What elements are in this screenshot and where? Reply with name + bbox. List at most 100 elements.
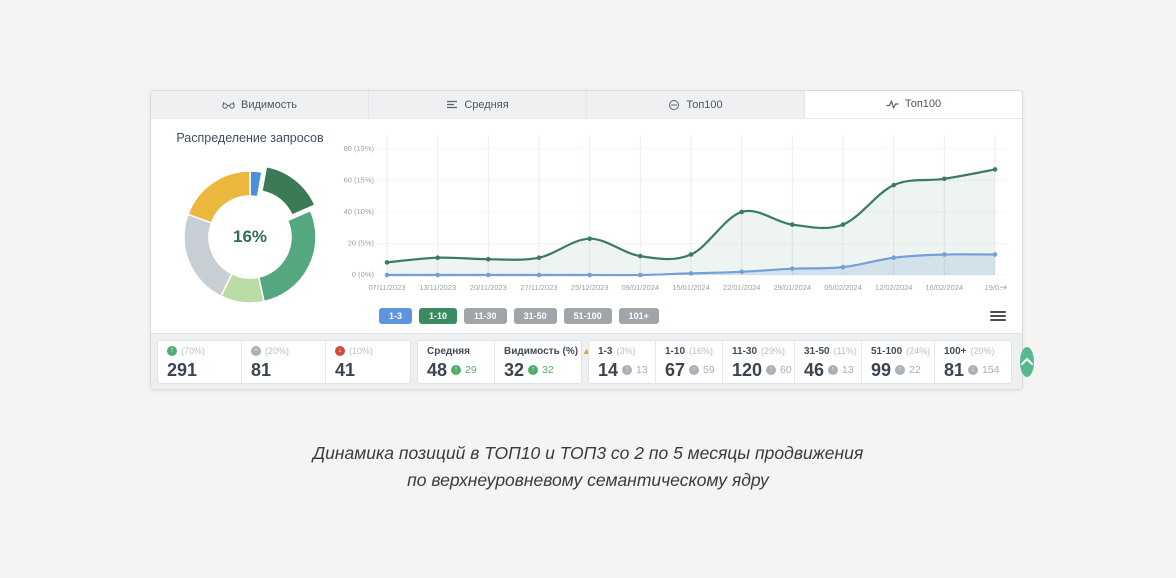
stat-value: 41	[335, 359, 356, 380]
svg-text:25/12/2023: 25/12/2023	[571, 283, 609, 292]
tab-label: Видимость	[241, 98, 297, 111]
chevron-up-icon	[1020, 354, 1034, 369]
summary-card: ↑ (70%) 291 – (20%) 81 ↓ (10%) 41	[157, 339, 411, 384]
metrics-card: Средняя 48 ↑ 29 Видимость (%) ▲ 32 ↑ 32	[417, 339, 591, 384]
svg-text:15/01/2024: 15/01/2024	[672, 283, 710, 292]
up-circle-icon: ↑	[451, 364, 462, 375]
svg-text:07/11/2023: 07/11/2023	[369, 283, 406, 292]
stat-value: 48	[427, 359, 448, 380]
svg-text:16/02/2024: 16/02/2024	[926, 283, 964, 292]
stat-pos-11-30[interactable]: 11-30 (29%) 120 ↑ 60	[723, 340, 795, 383]
stat-pos-31-50[interactable]: 31-50 (11%) 46 ↑ 13	[795, 340, 862, 383]
tab-top100[interactable]: Топ100	[587, 91, 805, 118]
stat-delta: 32	[542, 363, 554, 376]
svg-text:22/01/2024: 22/01/2024	[723, 283, 761, 292]
query-distribution-section: Распределение запросов 16%	[157, 123, 343, 335]
positions-card: 1-3 (3%) 14 ↑ 13 1-10 (16%) 67 ↑ 59 11-3…	[588, 339, 1012, 384]
stat-label: Видимость (%)	[504, 345, 579, 357]
stats-bar: ↑ (70%) 291 – (20%) 81 ↓ (10%) 41 С	[151, 333, 1034, 389]
caption-line-1: Динамика позиций в ТОП10 и ТОП3 со 2 по …	[312, 443, 864, 463]
stat-delta: 154	[982, 363, 1000, 376]
svg-text:20 (5%): 20 (5%)	[348, 238, 375, 247]
stat-pct: (10%)	[349, 345, 374, 356]
stat-delta: 13	[842, 363, 854, 376]
donut-chart: 16%	[172, 159, 328, 315]
line-chart: 0 (0%) 20 (5%) 40 (10%) 60 (15%) 80 (19%) 07/…	[344, 135, 1009, 293]
up-circle-icon: ↑	[167, 345, 177, 356]
tab-label: Средняя	[464, 98, 509, 111]
donut-svg	[183, 165, 317, 304]
legend-button-31-50[interactable]: 31-50	[513, 308, 557, 324]
chart-menu-icon[interactable]	[990, 311, 1006, 321]
legend-button-101+[interactable]: 101+	[618, 308, 659, 324]
tab-label: Топ100	[686, 98, 723, 111]
figure-caption: Динамика позиций в ТОП10 и ТОП3 со 2 по …	[0, 440, 1176, 494]
stat-value: 81	[251, 359, 272, 380]
stat-average-position[interactable]: Средняя 48 ↑ 29	[418, 340, 495, 383]
tab-average[interactable]: Средняя	[369, 91, 587, 118]
warning-icon: ▲	[582, 345, 591, 356]
stat-value: 14	[598, 359, 619, 380]
stat-label: 1-10	[665, 345, 686, 357]
stat-pct: (20%)	[970, 346, 995, 356]
up-circle-icon: ↑	[766, 364, 777, 375]
stat-label: 100+	[944, 345, 967, 357]
stat-pos-51-100[interactable]: 51-100 (24%) 99 ↑ 22	[862, 340, 935, 383]
svg-text:80 (19%): 80 (19%)	[344, 144, 375, 153]
stat-label: 51-100	[871, 345, 903, 357]
svg-text:→: →	[999, 283, 1007, 293]
gauge-icon	[668, 99, 680, 111]
tab-bar: Видимость Средняя Топ100	[151, 91, 1022, 119]
positions-chart-section: 0 (0%) 20 (5%) 40 (10%) 60 (15%) 80 (19%) 07/…	[343, 123, 1016, 335]
up-circle-icon: ↑	[828, 364, 839, 375]
svg-text:0 (0%): 0 (0%)	[352, 270, 375, 279]
caption-line-2: по верхнеуровневому семантическому ядру	[407, 470, 769, 491]
glasses-icon	[222, 99, 235, 110]
pulse-icon	[886, 99, 899, 110]
stat-label: 1-3	[598, 345, 613, 357]
stat-pos-1-10[interactable]: 1-10 (16%) 67 ↑ 59	[656, 340, 723, 383]
up-circle-icon: ↑	[689, 364, 700, 375]
svg-text:12/02/2024: 12/02/2024	[875, 283, 913, 292]
stat-value: 67	[665, 359, 686, 380]
stat-pct: (70%)	[181, 345, 206, 356]
panel-content: Распределение запросов 16% 0 (0%) 20 (5%)…	[151, 119, 1022, 335]
legend-button-1-10[interactable]: 1-10	[419, 308, 458, 324]
stat-value: 120	[732, 359, 763, 380]
stat-pos-1-3[interactable]: 1-3 (3%) 14 ↑ 13	[589, 340, 656, 383]
stat-value: 32	[504, 359, 525, 380]
svg-text:13/11/2023: 13/11/2023	[419, 283, 456, 292]
tab-visibility[interactable]: Видимость	[151, 91, 369, 118]
svg-text:40 (10%): 40 (10%)	[344, 207, 375, 216]
chart-legend-row: 1-3 1-10 11-30 31-50 51-100 101+	[343, 308, 1016, 324]
svg-text:19/0...: 19/0...	[985, 283, 1006, 292]
stat-same-queries[interactable]: – (20%) 81	[242, 340, 326, 383]
tab-top100-dynamics[interactable]: Топ100	[805, 91, 1022, 118]
collapse-button[interactable]	[1020, 346, 1034, 377]
stat-label: Средняя	[427, 345, 470, 357]
stat-value: 81	[944, 359, 965, 380]
stat-delta: 59	[703, 363, 715, 376]
stat-value: 46	[804, 359, 825, 380]
stat-pct: (24%)	[906, 346, 931, 356]
stat-visibility[interactable]: Видимость (%) ▲ 32 ↑ 32	[495, 341, 591, 383]
legend-button-1-3[interactable]: 1-3	[379, 308, 413, 324]
stat-down-queries[interactable]: ↓ (10%) 41	[326, 341, 410, 383]
svg-text:29/01/2024: 29/01/2024	[774, 283, 812, 292]
svg-text:20/11/2023: 20/11/2023	[470, 283, 507, 292]
down-circle-icon: ↓	[968, 364, 979, 375]
stat-pct: (11%)	[833, 346, 857, 356]
lines-icon	[446, 99, 458, 110]
stat-value: 99	[871, 359, 892, 380]
stat-label: 31-50	[804, 345, 830, 357]
stat-up-queries[interactable]: ↑ (70%) 291	[158, 340, 242, 383]
legend-button-11-30[interactable]: 11-30	[464, 308, 507, 324]
legend-button-51-100[interactable]: 51-100	[563, 308, 612, 324]
stat-pos-100plus[interactable]: 100+ (20%) 81 ↓ 154	[935, 341, 1011, 383]
equal-circle-icon: –	[251, 345, 261, 356]
tab-label: Топ100	[904, 98, 942, 110]
stat-pct: (20%)	[265, 345, 290, 356]
stat-delta: 60	[780, 363, 792, 376]
up-circle-icon: ↑	[622, 364, 633, 375]
